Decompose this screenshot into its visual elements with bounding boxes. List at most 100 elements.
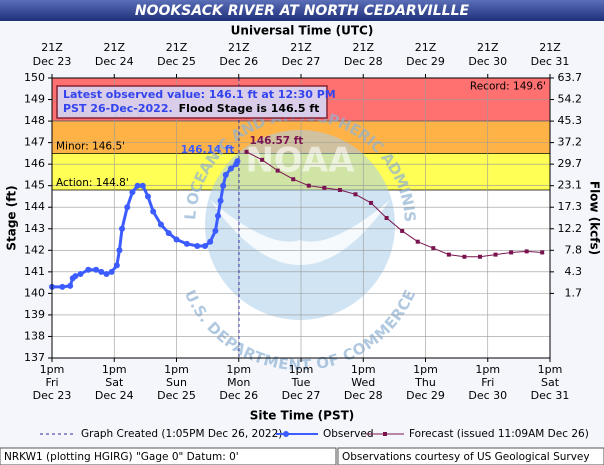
y2-tick-label: 4.3 <box>565 265 583 278</box>
x-tick-date: Dec 27 <box>282 389 321 402</box>
observed-point <box>150 208 157 215</box>
footer-right: Observations courtesy of US Geological S… <box>342 451 590 463</box>
forecast-point <box>244 149 249 154</box>
x-tick-date: Dec 24 <box>95 389 134 402</box>
observed-point <box>234 158 241 165</box>
y-tick-label: 147 <box>24 136 45 149</box>
observed-point <box>194 243 201 249</box>
observed-point <box>207 238 214 245</box>
observed-point <box>165 230 172 237</box>
x-tick-time: 1pm <box>475 363 500 376</box>
x2-tick-date: Dec 28 <box>344 55 383 68</box>
observed-point <box>72 273 79 280</box>
x2-tick-hour: 21Z <box>415 41 437 54</box>
forecast-point <box>446 252 451 257</box>
footer-right-box <box>337 447 604 465</box>
x-tick-day: Thu <box>414 376 436 389</box>
annotation-line1: Latest observed value: 146.1 ft at 12:30… <box>63 88 336 101</box>
watermark-disc <box>205 130 395 320</box>
x2-tick-hour: 21Z <box>103 41 125 54</box>
forecast-point <box>524 249 529 254</box>
x2-tick-date: Dec 24 <box>95 55 134 68</box>
forecast-point <box>493 252 498 257</box>
flood-label: Action: 144.8' <box>56 177 129 189</box>
observed-point <box>113 262 120 269</box>
y2-tick-label: 7.8 <box>565 243 583 256</box>
flood-label: Minor: 146.5' <box>56 140 125 152</box>
footer-left-box <box>0 447 337 465</box>
y-tick-label: 138 <box>24 329 45 342</box>
x2-tick-hour: 21Z <box>41 41 63 54</box>
x-tick-day: Fri <box>481 376 494 389</box>
x-tick-day: Fri <box>45 376 58 389</box>
x-tick-day: Sat <box>105 376 124 389</box>
y2-tick-label: 23.1 <box>558 179 583 192</box>
x2-tick-date: Dec 29 <box>406 55 445 68</box>
observed-point <box>103 271 110 277</box>
y-tick-label: 150 <box>24 71 45 84</box>
observed-point <box>183 240 190 247</box>
x-tick-date: Dec 26 <box>219 389 258 402</box>
observed-point <box>212 227 219 234</box>
forecast-point <box>400 228 405 233</box>
observed-point <box>215 212 221 219</box>
forecast-point <box>369 200 374 205</box>
flood-label: Record: 149.6' <box>470 81 546 93</box>
forecast-point <box>260 157 265 162</box>
y-tick-label: 137 <box>24 351 45 364</box>
annotation-box <box>56 85 328 119</box>
annotation-line2: PST 26-Dec-2022. <box>63 102 173 115</box>
legend-observed: Observed <box>323 428 374 440</box>
y-tick-label: 140 <box>24 286 45 299</box>
data-label: 146.57 ft <box>250 135 304 147</box>
forecast-point <box>431 246 436 251</box>
x-tick-day: Tue <box>291 376 311 389</box>
data-label: 146.14 ft <box>181 144 235 156</box>
series-line <box>246 151 543 258</box>
y2-axis-title: Flow (kcfs) <box>588 181 602 255</box>
observed-point <box>116 247 123 254</box>
x-tick-day: Sat <box>541 376 560 389</box>
y2-tick-label: 1.7 <box>565 286 583 299</box>
y-tick-label: 148 <box>24 114 45 127</box>
x-tick-date: Dec 29 <box>406 389 445 402</box>
x-tick-date: Dec 30 <box>468 389 507 402</box>
x2-tick-date: Dec 27 <box>282 55 321 68</box>
x-tick-time: 1pm <box>102 363 127 376</box>
x-tick-time: 1pm <box>164 363 189 376</box>
observed-point <box>217 197 224 204</box>
x-tick-day: Mon <box>227 376 250 389</box>
x2-axis-title: Universal Time (UTC) <box>231 24 374 38</box>
x2-tick-hour: 21Z <box>166 41 188 54</box>
observed-point <box>157 221 164 228</box>
forecast-point <box>462 254 467 259</box>
forecast-point <box>291 177 296 182</box>
x-tick-time: 1pm <box>413 363 438 376</box>
x-axis-title: Site Time (PST) <box>250 409 355 423</box>
observed-point <box>220 182 227 189</box>
y2-tick-label: 63.7 <box>558 71 583 84</box>
x-tick-date: Dec 28 <box>344 389 383 402</box>
observed-point <box>77 271 84 277</box>
x2-tick-hour: 21Z <box>352 41 374 54</box>
observed-point <box>59 283 66 290</box>
forecast-point <box>540 250 545 255</box>
observed-point <box>202 243 209 249</box>
x2-tick-date: Dec 31 <box>531 55 570 68</box>
annotation-line3: Flood Stage is 146.5 ft <box>179 102 320 115</box>
x2-tick-date: Dec 30 <box>468 55 507 68</box>
observed-point <box>144 193 151 200</box>
x2-tick-date: Dec 23 <box>33 55 72 68</box>
y-tick-label: 146 <box>24 157 45 170</box>
x2-tick-date: Dec 25 <box>157 55 196 68</box>
forecast-point <box>337 188 342 192</box>
x-tick-date: Dec 31 <box>531 389 570 402</box>
y-tick-label: 144 <box>24 200 45 213</box>
x-tick-time: 1pm <box>289 363 314 376</box>
y2-tick-label: 12.2 <box>558 222 583 235</box>
y-axis-title: Stage (ft) <box>5 185 19 250</box>
observed-point <box>227 165 234 172</box>
observed-point <box>139 182 146 189</box>
y2-tick-label: 45.3 <box>558 114 583 127</box>
forecast-point <box>477 254 482 259</box>
